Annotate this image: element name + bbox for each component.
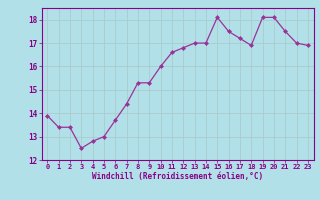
X-axis label: Windchill (Refroidissement éolien,°C): Windchill (Refroidissement éolien,°C) <box>92 172 263 181</box>
